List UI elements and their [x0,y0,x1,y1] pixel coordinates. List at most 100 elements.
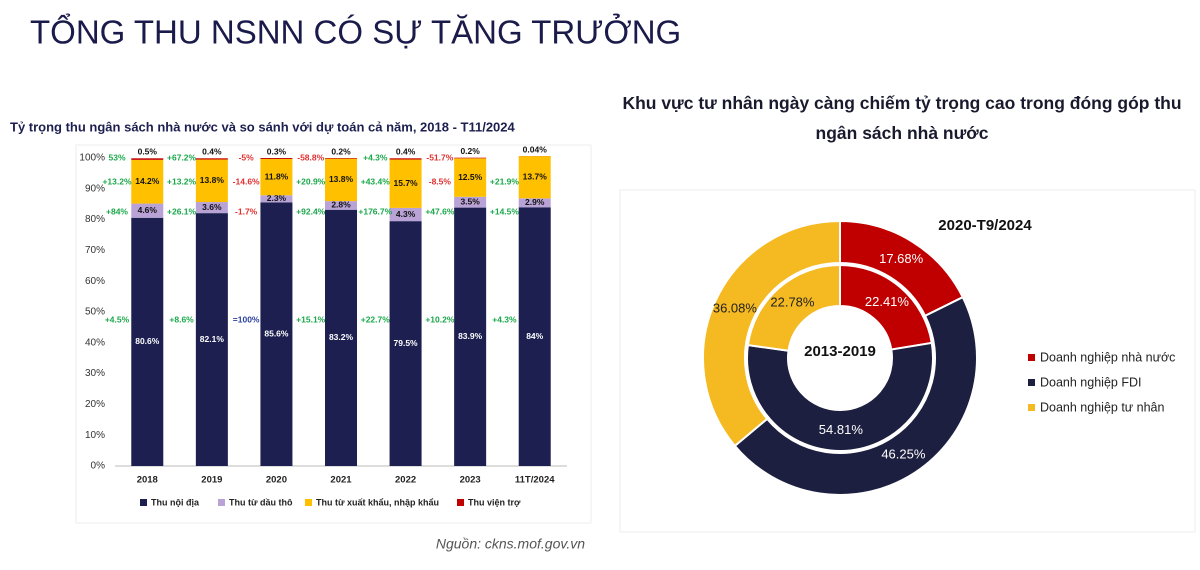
value-label: 0.2% [331,146,351,156]
comparison-label: -5% [239,152,255,162]
bar-segment [389,158,422,160]
chart-frame [619,189,1196,533]
comparison-label: +176.7% [358,206,392,216]
x-tick-label: 2019 [201,475,222,486]
comparison-label: +20.9% [296,176,326,186]
comparison-label: +21.9% [490,176,520,186]
value-label: 4.3% [396,209,416,219]
bar-segment [389,207,422,222]
value-label: 0.3% [267,146,287,156]
bar-segment [260,202,293,467]
value-label: 13.8% [329,174,354,184]
value-label: 0.4% [396,147,416,157]
comparison-label: +92.4% [296,206,326,216]
legend-label: Thu từ dầu thô [229,497,293,507]
x-tick-label: 2018 [137,475,158,486]
comparison-label: 53% [108,152,125,162]
bar-segment [454,158,487,197]
comparison-label: -14.6% [233,176,260,186]
x-tick-label: 2023 [460,475,481,486]
value-label: 11.8% [265,171,289,181]
y-tick-label: 90% [85,183,105,194]
legend-label: Doanh nghiệp FDI [1040,375,1141,389]
value-label: 3.6% [202,202,222,212]
comparison-label: +10.2% [425,314,455,324]
value-label: 0.4% [202,147,222,157]
comparison-label: +26.1% [167,206,197,216]
source: Nguồn: ckns.mof.gov.vn [436,536,585,552]
legend-swatch [1028,379,1035,386]
value-label: 36.08% [713,300,758,315]
comparison-label: +47.6% [425,206,455,216]
value-label: 84% [526,331,543,341]
value-label: 2.9% [525,197,545,207]
donut-slice [746,341,934,452]
y-tick-label: 10% [85,430,105,441]
chart-title: Khu vực tư nhân ngày càng chiếm tỷ trọng… [622,93,1182,143]
value-label: 0.5% [138,147,158,157]
value-label: 79.5% [394,338,419,348]
value-label: 83.9% [458,331,483,341]
bar-segment [518,198,551,208]
legend-swatch [140,499,147,506]
value-label: 0.2% [460,146,480,156]
donut-slice [746,263,841,352]
y-tick-label: 60% [85,276,105,287]
value-label: 13.8% [200,175,225,185]
legend-label: Doanh nghiệp nhà nước [1040,350,1175,364]
bar-segment [454,207,487,466]
bar-segment [325,158,357,202]
bar-segment [518,156,551,199]
comparison-label: +14.5% [490,206,520,216]
comparison-label: -51.7% [426,152,453,162]
x-tick-label: 11T/2024 [515,475,555,486]
x-tick-label: 2020 [266,475,287,486]
comparison-label: +84% [106,206,128,216]
chart-title: Tỷ trọng thu ngân sách nhà nước và so sá… [10,119,516,134]
bar-segment [260,158,293,196]
comparison-label: +13.2% [167,176,197,186]
value-label: 22.41% [865,294,910,309]
bar-segment [389,159,422,208]
y-tick-label: 40% [85,337,105,348]
comparison-label: +22.7% [361,314,391,324]
value-label: 4.6% [138,205,158,215]
donut-slice [733,295,978,496]
value-label: 85.6% [264,328,289,338]
value-label: 82.1% [200,334,225,344]
bar-segment [260,195,293,203]
y-tick-label: 0% [91,461,106,472]
value-label: 13.7% [523,172,548,182]
value-label: 12.5% [458,172,483,182]
value-label: 17.68% [879,251,924,266]
bar-segment [195,202,228,214]
comparison-label: +4.5% [105,314,130,324]
value-label: 46.25% [881,447,926,462]
bar-segment [325,158,357,159]
ring-label: 2020-T9/2024 [938,217,1032,234]
bar-segment [260,158,293,159]
y-tick-label: 50% [85,307,105,318]
legend-swatch [218,499,225,506]
y-tick-label: 20% [85,399,105,410]
chart-frame [75,144,592,524]
comparison-label: +4.3% [363,152,388,162]
ring-label: 2013-2019 [804,343,876,360]
value-label: 2.8% [331,200,351,210]
value-label: 54.81% [819,422,864,437]
bar-segment [131,203,164,218]
value-label: 83.2% [329,332,354,342]
x-tick-label: 2021 [330,475,352,486]
x-tick-label: 2022 [395,475,416,486]
donut-slice [702,219,841,448]
y-tick-label: 100% [79,153,105,164]
legend-label: Doanh nghiệp tư nhân [1040,400,1164,414]
comparison-label: +15.1% [296,314,326,324]
bar-segment [131,217,164,466]
y-tick-label: 70% [85,245,105,256]
legend-swatch [1028,354,1035,361]
bar-segment [454,157,487,159]
legend-label: Thu viện trợ [468,497,521,507]
comparison-label: +67.2% [167,152,197,162]
